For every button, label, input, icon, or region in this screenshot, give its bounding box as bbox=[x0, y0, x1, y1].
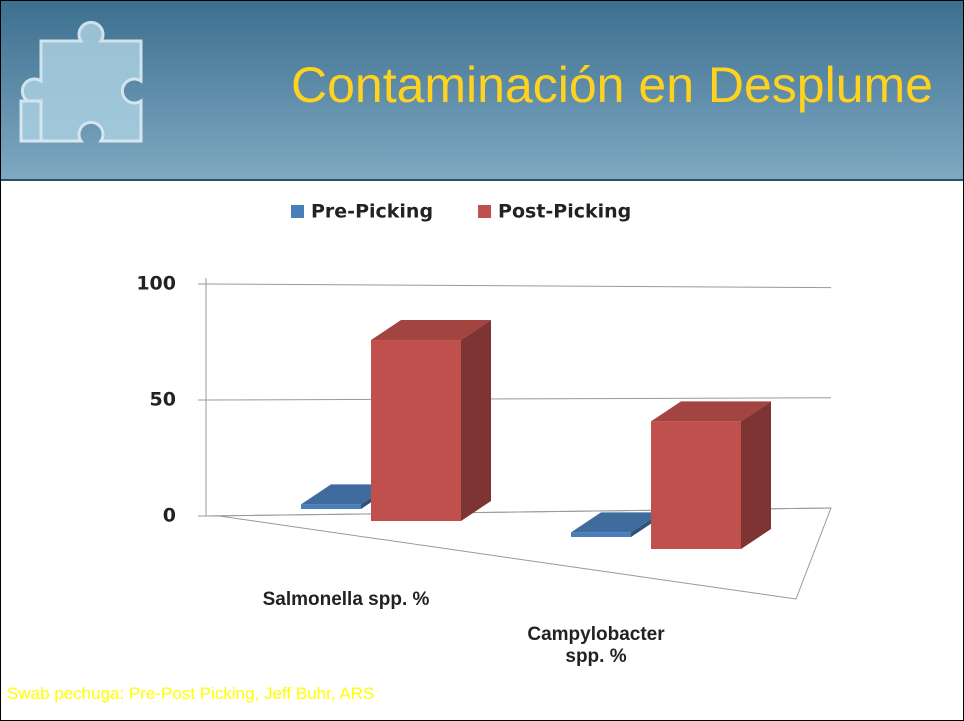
bar bbox=[651, 421, 741, 549]
legend-label: Post-Picking bbox=[498, 201, 631, 223]
y-tick-label: 50 bbox=[150, 389, 176, 411]
footnote: Swab pechuga: Pre-Post Picking, Jeff Buh… bbox=[7, 684, 375, 703]
y-tick-label: 0 bbox=[163, 505, 176, 527]
bar bbox=[371, 340, 461, 521]
legend-swatch bbox=[478, 205, 492, 218]
x-tick-label: Salmonella spp. % bbox=[262, 589, 430, 610]
bar-side bbox=[461, 320, 491, 521]
bar-top bbox=[371, 320, 491, 341]
slide-title: Contaminación en Desplume bbox=[290, 57, 933, 113]
bar bbox=[301, 504, 361, 509]
header: Contaminación en Desplume bbox=[1, 1, 963, 181]
legend-label: Pre-Picking bbox=[311, 201, 433, 223]
bar-side bbox=[741, 401, 771, 549]
x-tick-label: Campylobacter spp. % bbox=[527, 624, 665, 667]
bar-top bbox=[651, 401, 771, 422]
puzzle-icon bbox=[19, 20, 143, 143]
grid-line bbox=[205, 283, 832, 289]
y-tick-label: 100 bbox=[136, 273, 176, 295]
grid-line bbox=[205, 397, 832, 401]
legend-swatch bbox=[291, 205, 304, 218]
bar bbox=[571, 532, 631, 537]
